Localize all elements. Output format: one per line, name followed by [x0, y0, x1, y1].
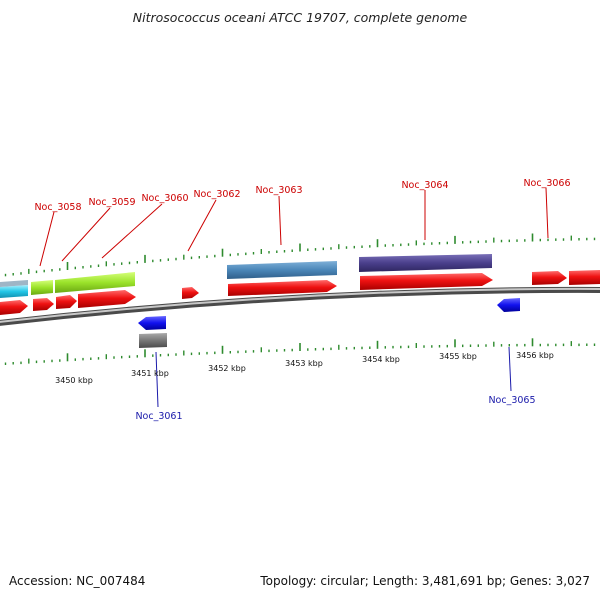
leader-3062 — [187, 199, 217, 252]
cds-arrow-far-left — [0, 300, 28, 315]
feature-gray-3061 — [139, 333, 167, 348]
scale-label-3456: 3456 kbp — [516, 351, 554, 360]
cds-arrow-3066b — [569, 270, 600, 285]
scale-label-3451: 3451 kbp — [131, 369, 169, 378]
gene-label-noc-3060: Noc_3060 — [141, 193, 188, 204]
cds-arrow-3061 — [138, 316, 166, 330]
feature-green-3058 — [31, 280, 53, 295]
cds-arrow-3062 — [182, 287, 199, 299]
gene-label-noc-3065: Noc_3065 — [488, 395, 535, 406]
scale-label-3453: 3453 kbp — [285, 359, 323, 368]
cds-arrow-3058 — [33, 298, 54, 311]
feature-purple-3064 — [359, 254, 492, 272]
bottom-gene-labels: Noc_3061 Noc_3065 — [135, 346, 536, 422]
cds-arrow-3059b — [78, 290, 136, 308]
accession-text: Accession: NC_007484 — [9, 574, 145, 588]
cds-arrow-3064 — [360, 273, 493, 290]
gene-label-noc-3061: Noc_3061 — [135, 411, 182, 422]
leader-3063 — [278, 195, 282, 246]
feature-steel-3063 — [227, 261, 337, 279]
feature-green-3059 — [55, 272, 135, 293]
gene-label-noc-3059: Noc_3059 — [88, 197, 135, 208]
gene-label-noc-3058: Noc_3058 — [34, 202, 81, 213]
leader-3066 — [545, 187, 549, 239]
cds-arrow-3066a — [532, 271, 567, 285]
outer-tick-row — [4, 233, 596, 277]
inner-tick-row — [4, 338, 596, 365]
gene-label-noc-3063: Noc_3063 — [255, 185, 302, 196]
cds-arrow-3065 — [497, 298, 520, 312]
leader-3065 — [508, 346, 512, 392]
leader-3059 — [61, 207, 111, 262]
genome-summary-text: Topology: circular; Length: 3,481,691 bp… — [259, 574, 590, 588]
genome-backbone — [0, 286, 600, 326]
leader-3061 — [155, 351, 159, 408]
top-gene-labels: Noc_3058 Noc_3059 Noc_3060 Noc_3062 Noc_… — [34, 178, 571, 267]
leader-3058 — [39, 211, 55, 267]
cds-arrow-3059a — [56, 295, 77, 309]
gene-label-noc-3062: Noc_3062 — [193, 189, 240, 200]
scale-label-3452: 3452 kbp — [208, 364, 246, 373]
feature-gray-left — [0, 280, 28, 287]
cds-arrow-3063 — [228, 280, 337, 296]
map-title: Nitrosococcus oceani ATCC 19707, complet… — [133, 10, 468, 25]
leader-3060 — [101, 203, 163, 259]
scale-labels: 3450 kbp 3451 kbp 3452 kbp 3453 kbp 3454… — [55, 351, 554, 385]
scale-label-3450: 3450 kbp — [55, 376, 93, 385]
scale-label-3454: 3454 kbp — [362, 355, 400, 364]
scale-label-3455: 3455 kbp — [439, 352, 477, 361]
genome-backbone-highlight — [0, 287, 600, 323]
feature-cyan-left — [0, 285, 28, 298]
gene-label-noc-3066: Noc_3066 — [523, 178, 570, 189]
gene-label-noc-3064: Noc_3064 — [401, 180, 448, 191]
